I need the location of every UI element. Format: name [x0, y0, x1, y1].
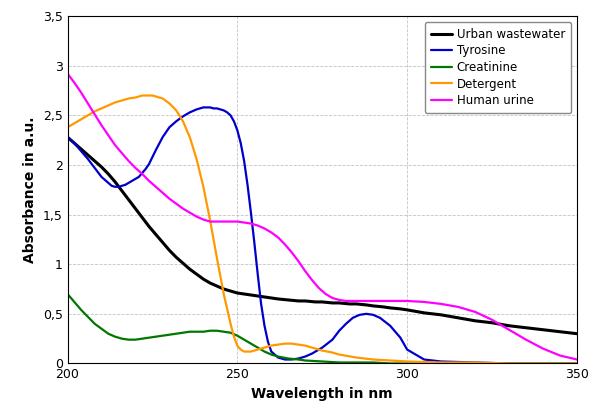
Creatinine [234, 333, 241, 338]
Human urine [281, 242, 289, 247]
Urban wastewater [335, 300, 343, 305]
Line: Creatinine: Creatinine [68, 294, 577, 363]
Urban wastewater [64, 135, 71, 140]
Creatinine [139, 336, 146, 341]
Tyrosine [247, 210, 254, 215]
Creatinine [71, 300, 78, 304]
Urban wastewater [77, 147, 85, 152]
Creatinine [404, 361, 411, 366]
Tyrosine [265, 339, 272, 344]
Human urine [206, 219, 214, 224]
Human urine [574, 357, 581, 362]
Creatinine [268, 352, 275, 357]
Creatinine [186, 329, 193, 334]
Creatinine [206, 328, 214, 333]
Detergent [539, 361, 547, 366]
Urban wastewater [227, 288, 234, 293]
Creatinine [64, 292, 71, 297]
Human urine [308, 278, 316, 283]
Creatinine [227, 330, 234, 335]
Detergent [505, 361, 512, 366]
Creatinine [386, 361, 394, 366]
Tyrosine [118, 183, 125, 188]
Detergent [193, 157, 200, 162]
X-axis label: Wavelength in nm: Wavelength in nm [251, 387, 393, 401]
Urban wastewater [166, 248, 173, 253]
Urban wastewater [574, 331, 581, 336]
Creatinine [247, 341, 254, 346]
Creatinine [193, 329, 200, 334]
Line: Detergent: Detergent [68, 96, 577, 363]
Creatinine [539, 361, 547, 366]
Creatinine [472, 361, 479, 366]
Creatinine [98, 326, 105, 331]
Creatinine [77, 307, 85, 312]
Tyrosine [574, 361, 581, 366]
Creatinine [505, 361, 512, 366]
Creatinine [214, 328, 221, 333]
Creatinine [200, 329, 207, 334]
Creatinine [104, 331, 112, 336]
Tyrosine [200, 105, 207, 110]
Human urine [437, 302, 445, 307]
Creatinine [179, 330, 187, 335]
Creatinine [295, 357, 302, 362]
Legend: Urban wastewater, Tyrosine, Creatinine, Detergent, Human urine: Urban wastewater, Tyrosine, Creatinine, … [425, 22, 571, 113]
Creatinine [302, 358, 309, 363]
Urban wastewater [85, 152, 92, 157]
Detergent [149, 93, 156, 98]
Creatinine [159, 333, 166, 338]
Creatinine [85, 314, 92, 319]
Creatinine [118, 336, 125, 341]
Creatinine [370, 360, 377, 365]
Line: Urban wastewater: Urban wastewater [68, 137, 577, 334]
Detergent [574, 361, 581, 366]
Creatinine [125, 337, 132, 342]
Creatinine [574, 361, 581, 366]
Creatinine [220, 329, 227, 334]
Detergent [132, 95, 139, 100]
Creatinine [145, 335, 152, 340]
Creatinine [254, 345, 262, 350]
Creatinine [91, 321, 98, 326]
Line: Human urine: Human urine [68, 74, 577, 360]
Creatinine [335, 360, 343, 365]
Human urine [159, 190, 166, 195]
Creatinine [284, 356, 292, 361]
Tyrosine [421, 357, 428, 362]
Detergent [104, 103, 112, 108]
Human urine [145, 178, 152, 183]
Human urine [64, 71, 71, 76]
Creatinine [437, 361, 445, 366]
Creatinine [353, 360, 360, 365]
Creatinine [166, 332, 173, 337]
Tyrosine [505, 361, 512, 366]
Creatinine [319, 359, 326, 364]
Creatinine [261, 349, 268, 354]
Urban wastewater [346, 302, 353, 307]
Detergent [139, 93, 146, 98]
Tyrosine [281, 357, 289, 362]
Detergent [64, 125, 71, 130]
Tyrosine [179, 114, 187, 119]
Tyrosine [64, 135, 71, 140]
Creatinine [152, 334, 160, 339]
Detergent [404, 359, 411, 364]
Creatinine [112, 334, 119, 339]
Creatinine [241, 337, 248, 342]
Creatinine [173, 331, 180, 336]
Creatinine [132, 337, 139, 342]
Y-axis label: Absorbance in a.u.: Absorbance in a.u. [23, 117, 37, 263]
Creatinine [274, 354, 281, 359]
Line: Tyrosine: Tyrosine [68, 108, 577, 363]
